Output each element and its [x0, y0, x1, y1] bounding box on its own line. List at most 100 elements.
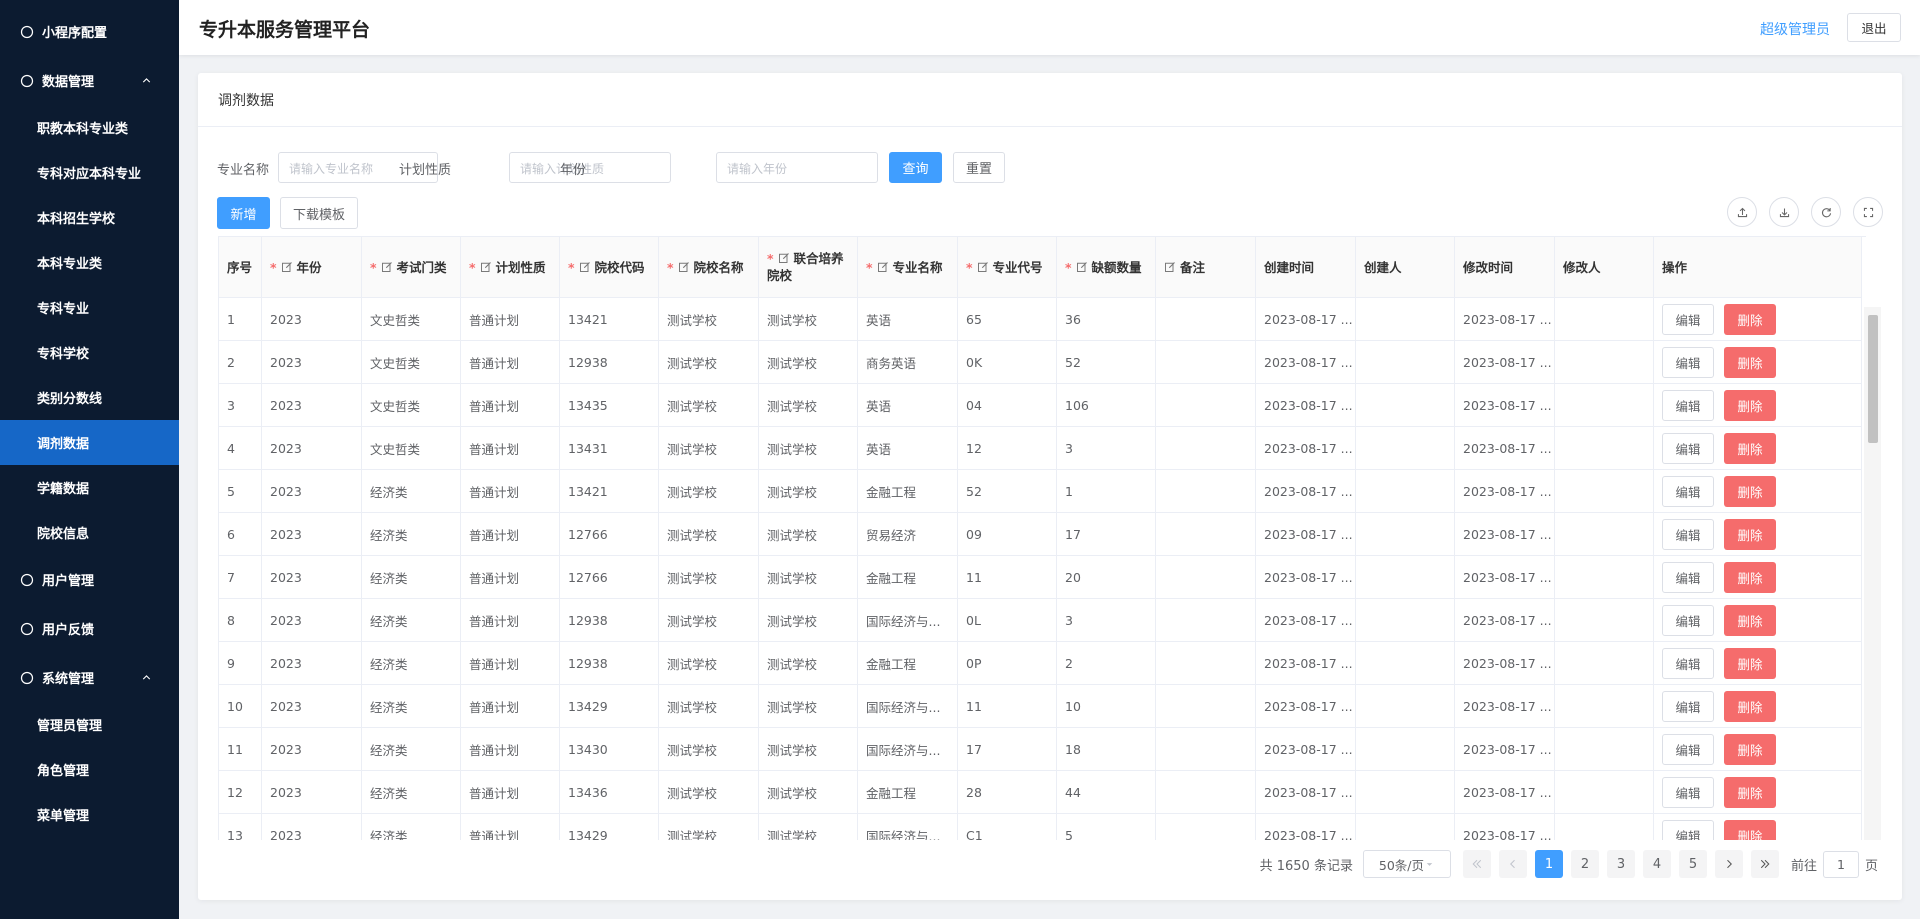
- table-cell: 18: [1057, 728, 1156, 771]
- menu-item[interactable]: 系统管理: [0, 653, 179, 702]
- menu-item[interactable]: 学籍数据: [0, 465, 179, 510]
- menu-item[interactable]: 调剂数据: [0, 420, 179, 465]
- header-cell: 修改人: [1555, 237, 1654, 298]
- divider: [198, 126, 1902, 127]
- menu-item[interactable]: 角色管理: [0, 747, 179, 792]
- edit-button[interactable]: 编辑: [1662, 733, 1714, 765]
- header-content: * 年份: [270, 259, 322, 276]
- toolbar-button[interactable]: [1853, 197, 1883, 227]
- table-cell: 编辑 删除: [1654, 814, 1862, 840]
- user-name[interactable]: 超级管理员: [1760, 22, 1830, 38]
- page-nav[interactable]: [1750, 850, 1779, 878]
- delete-button[interactable]: 删除: [1724, 303, 1776, 335]
- table-cell: [1356, 771, 1455, 814]
- menu-item[interactable]: 菜单管理: [0, 792, 179, 837]
- table-cell: 11: [958, 556, 1057, 599]
- page-number[interactable]: 3: [1606, 850, 1635, 878]
- table-row: 4 2023 文史哲类 普通计划 13431 测试学校 测试学校 英语 12 3 2023-08-1…: [219, 427, 1866, 470]
- table-cell: 12938: [560, 341, 659, 384]
- toolbar-button[interactable]: [1811, 197, 1841, 227]
- edit-button[interactable]: 编辑: [1662, 604, 1714, 636]
- menu-label: 用户反馈: [42, 623, 95, 638]
- page-nav[interactable]: [1462, 850, 1491, 878]
- delete-button[interactable]: 删除: [1724, 776, 1776, 808]
- menu-item[interactable]: 用户反馈: [0, 604, 179, 653]
- cell-text: 经济类: [370, 699, 408, 715]
- cell-text: 金融工程: [866, 785, 917, 801]
- toolbar-button[interactable]: [1727, 197, 1757, 227]
- delete-button[interactable]: 删除: [1724, 475, 1776, 507]
- page-size-select[interactable]: 50条/页: [1362, 850, 1451, 878]
- delete-button[interactable]: 删除: [1724, 819, 1776, 840]
- header-cell: 操作: [1654, 237, 1862, 298]
- column-label: 年份: [296, 259, 322, 275]
- page-nav[interactable]: [1498, 850, 1527, 878]
- table-cell: 10: [219, 685, 262, 728]
- delete-button[interactable]: 删除: [1724, 389, 1776, 421]
- edit-button[interactable]: 编辑: [1662, 776, 1714, 808]
- cell-text: 2: [227, 354, 235, 370]
- edit-button[interactable]: 编辑: [1662, 647, 1714, 679]
- menu-item[interactable]: 管理员管理: [0, 702, 179, 747]
- cell-text: 5: [227, 483, 235, 499]
- edit-button[interactable]: 编辑: [1662, 561, 1714, 593]
- table-cell: [1555, 642, 1654, 685]
- delete-button[interactable]: 删除: [1724, 346, 1776, 378]
- page-number[interactable]: 2: [1570, 850, 1599, 878]
- edit-button[interactable]: 编辑: [1662, 303, 1714, 335]
- menu-item[interactable]: 小程序配置: [0, 7, 179, 56]
- table-cell: 2023-08-17 ...: [1455, 384, 1555, 427]
- cell-text: 2023-08-17 ...: [1463, 784, 1552, 800]
- page-number[interactable]: 5: [1678, 850, 1707, 878]
- table-cell: 2023-08-17 ...: [1455, 556, 1555, 599]
- edit-button[interactable]: 编辑: [1662, 518, 1714, 550]
- delete-button[interactable]: 删除: [1724, 733, 1776, 765]
- cell-text: 普通计划: [469, 656, 520, 672]
- delete-button[interactable]: 删除: [1724, 647, 1776, 679]
- menu-item[interactable]: 用户管理: [0, 555, 179, 604]
- menu-item[interactable]: 类别分数线: [0, 375, 179, 420]
- edit-button[interactable]: 编辑: [1662, 819, 1714, 840]
- cell-text: 3: [227, 397, 235, 413]
- column-label: 序号: [227, 259, 253, 275]
- table-cell: 经济类: [362, 771, 461, 814]
- edit-button[interactable]: 编辑: [1662, 346, 1714, 378]
- menu-item[interactable]: 数据管理: [0, 56, 179, 105]
- menu-item[interactable]: 本科专业类: [0, 240, 179, 285]
- cell-text: 经济类: [370, 613, 408, 629]
- goto-input[interactable]: 1: [1822, 850, 1859, 878]
- table-cell: 13431: [560, 427, 659, 470]
- download-template-button[interactable]: 下载模板: [280, 197, 358, 229]
- edit-button[interactable]: 编辑: [1662, 475, 1714, 507]
- menu-item[interactable]: 职教本科专业类: [0, 105, 179, 150]
- table-cell: 测试学校: [759, 728, 858, 771]
- delete-button[interactable]: 删除: [1724, 518, 1776, 550]
- menu-item[interactable]: 专科专业: [0, 285, 179, 330]
- delete-button[interactable]: 删除: [1724, 432, 1776, 464]
- header-content: * 专业名称: [866, 259, 943, 276]
- page-number[interactable]: 4: [1642, 850, 1671, 878]
- toolbar-button[interactable]: [1769, 197, 1799, 227]
- delete-button[interactable]: 删除: [1724, 604, 1776, 636]
- table-cell: [1156, 513, 1256, 556]
- edit-button[interactable]: 编辑: [1662, 432, 1714, 464]
- page-nav[interactable]: [1714, 850, 1743, 878]
- menu-item[interactable]: 本科招生学校: [0, 195, 179, 240]
- menu-item[interactable]: 专科学校: [0, 330, 179, 375]
- table-cell: 2023-08-17 ...: [1256, 470, 1356, 513]
- cell-text: 国际经济与...: [866, 613, 941, 629]
- menu-item[interactable]: 专科对应本科专业: [0, 150, 179, 195]
- edit-button[interactable]: 编辑: [1662, 389, 1714, 421]
- filter-input[interactable]: 请输入年份: [716, 152, 878, 183]
- delete-button[interactable]: 删除: [1724, 690, 1776, 722]
- filter-input[interactable]: 请输入计划性质: [509, 152, 671, 183]
- page-number[interactable]: 1: [1534, 850, 1563, 878]
- query-button[interactable]: 查询: [889, 152, 942, 183]
- reset-button[interactable]: 重置: [953, 152, 1005, 183]
- delete-button[interactable]: 删除: [1724, 561, 1776, 593]
- logout-button[interactable]: 退出: [1847, 13, 1901, 42]
- add-button[interactable]: 新增: [217, 197, 270, 229]
- edit-button[interactable]: 编辑: [1662, 690, 1714, 722]
- menu-item[interactable]: 院校信息: [0, 510, 179, 555]
- filter-input[interactable]: 请输入专业名称: [278, 152, 438, 183]
